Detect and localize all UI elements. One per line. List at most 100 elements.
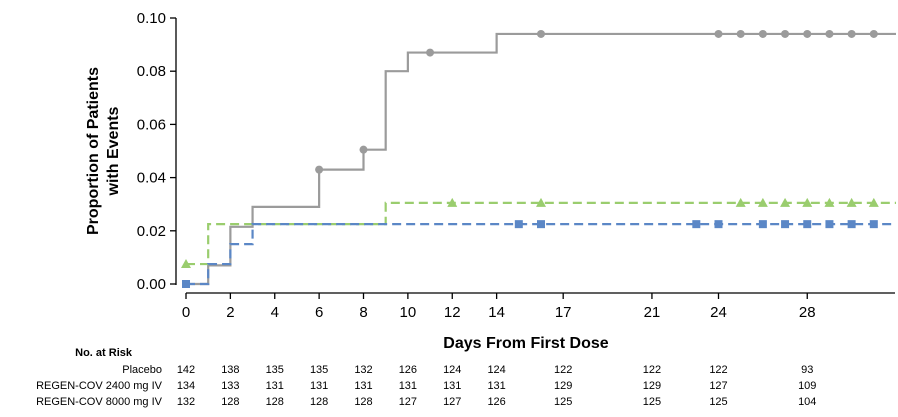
series-line <box>186 201 896 266</box>
risk-count: 124 <box>487 364 505 376</box>
censor-marker <box>182 280 190 288</box>
censor-marker <box>869 29 878 38</box>
risk-count: 127 <box>709 380 727 392</box>
censor-marker <box>803 29 812 38</box>
risk-count: 128 <box>266 396 284 408</box>
risk-count: 135 <box>266 364 284 376</box>
censor-marker <box>847 29 856 38</box>
x-tick-label: 4 <box>271 304 279 321</box>
x-tick-label: 24 <box>710 304 727 321</box>
risk-count: 124 <box>443 364 461 376</box>
censor-marker <box>846 197 857 207</box>
risk-count: 127 <box>399 396 417 408</box>
censor-marker <box>869 220 878 229</box>
risk-count: 131 <box>310 380 328 392</box>
series-regen8000 <box>182 220 896 288</box>
series-regen2400 <box>181 197 896 269</box>
risk-count: 93 <box>801 364 813 376</box>
censor-marker <box>514 220 523 229</box>
risk-count: 132 <box>177 396 195 408</box>
risk-count: 128 <box>221 396 239 408</box>
risk-table: No. at Risk Placebo 142 138 135 135 132 126 124 1… <box>36 347 816 408</box>
risk-count: 125 <box>554 396 572 408</box>
censor-marker <box>758 29 767 38</box>
risk-count: 109 <box>798 380 816 392</box>
risk-count: 128 <box>310 396 328 408</box>
y-axis-title: Proportion of Patients with Events <box>85 67 122 235</box>
risk-count: 132 <box>354 364 372 376</box>
risk-row: Placebo 142 138 135 135 132 126 124 124 122 122 122… <box>122 364 813 376</box>
risk-row-label: REGEN-COV 8000 mg IV <box>36 396 163 408</box>
risk-count: 128 <box>354 396 372 408</box>
risk-count: 138 <box>221 364 239 376</box>
censor-marker <box>781 29 790 38</box>
censor-marker <box>714 220 723 229</box>
risk-count: 131 <box>354 380 372 392</box>
risk-count: 129 <box>554 380 572 392</box>
risk-row-label: Placebo <box>122 364 162 376</box>
risk-count: 122 <box>554 364 572 376</box>
x-tick-label: 8 <box>359 304 367 321</box>
x-tick-label: 21 <box>644 304 661 321</box>
series-line <box>186 32 896 286</box>
censor-marker <box>692 220 701 229</box>
censor-marker <box>825 29 834 38</box>
x-tick-label: 10 <box>400 304 417 321</box>
risk-count: 125 <box>709 396 727 408</box>
censor-marker <box>758 220 767 229</box>
x-axis-title: Days From First Dose <box>443 335 608 352</box>
risk-count: 126 <box>487 396 505 408</box>
censor-marker <box>426 48 435 57</box>
risk-count: 133 <box>221 380 239 392</box>
risk-count: 131 <box>266 380 284 392</box>
x-tick-label: 28 <box>799 304 816 321</box>
risk-count: 126 <box>399 364 417 376</box>
censor-marker <box>537 29 545 38</box>
risk-count: 131 <box>399 380 417 392</box>
risk-count: 129 <box>643 380 661 392</box>
y-tick-label: 0.00 <box>137 276 166 293</box>
risk-count: 131 <box>487 380 505 392</box>
risk-count: 135 <box>310 364 328 376</box>
risk-table-title: No. at Risk <box>75 347 133 359</box>
censor-marker <box>868 197 879 207</box>
x-tick-label: 17 <box>555 304 572 321</box>
risk-count: 122 <box>709 364 727 376</box>
censor-marker <box>537 220 545 229</box>
censor-marker <box>714 29 723 38</box>
risk-count: 125 <box>643 396 661 408</box>
censor-marker <box>447 197 458 207</box>
risk-count: 127 <box>443 396 461 408</box>
risk-count: 134 <box>177 380 195 392</box>
series-line <box>186 223 896 286</box>
y-tick-label: 0.10 <box>137 10 166 27</box>
y-axis-title-line: Proportion of Patients <box>85 67 102 235</box>
censor-marker <box>757 197 768 207</box>
y-tick-label: 0.04 <box>137 170 166 187</box>
risk-row: REGEN-COV 2400 mg IV 134 133 131 131 131 131 13… <box>36 380 816 392</box>
censor-marker <box>824 197 835 207</box>
series-layer <box>181 29 896 288</box>
censor-marker <box>780 197 791 207</box>
y-axis-title-line: with Events <box>105 106 122 196</box>
censor-marker <box>315 165 324 174</box>
y-tick-label: 0.02 <box>137 223 166 240</box>
x-tick-label: 6 <box>315 304 323 321</box>
y-tick-label: 0.08 <box>137 63 166 80</box>
risk-count: 142 <box>177 364 195 376</box>
x-tick-label: 0 <box>182 304 190 321</box>
censor-marker <box>536 197 546 207</box>
risk-count: 104 <box>798 396 816 408</box>
risk-row-label: REGEN-COV 2400 mg IV <box>36 380 163 392</box>
censor-marker <box>181 259 191 269</box>
censor-marker <box>847 220 856 229</box>
x-tick-label: 2 <box>226 304 234 321</box>
x-tick-label: 12 <box>444 304 461 321</box>
risk-count: 122 <box>643 364 661 376</box>
y-tick-label: 0.06 <box>137 116 166 133</box>
x-tick-label: 14 <box>488 304 505 321</box>
risk-count: 131 <box>443 380 461 392</box>
censor-marker <box>825 220 834 229</box>
censor-marker <box>736 29 745 38</box>
